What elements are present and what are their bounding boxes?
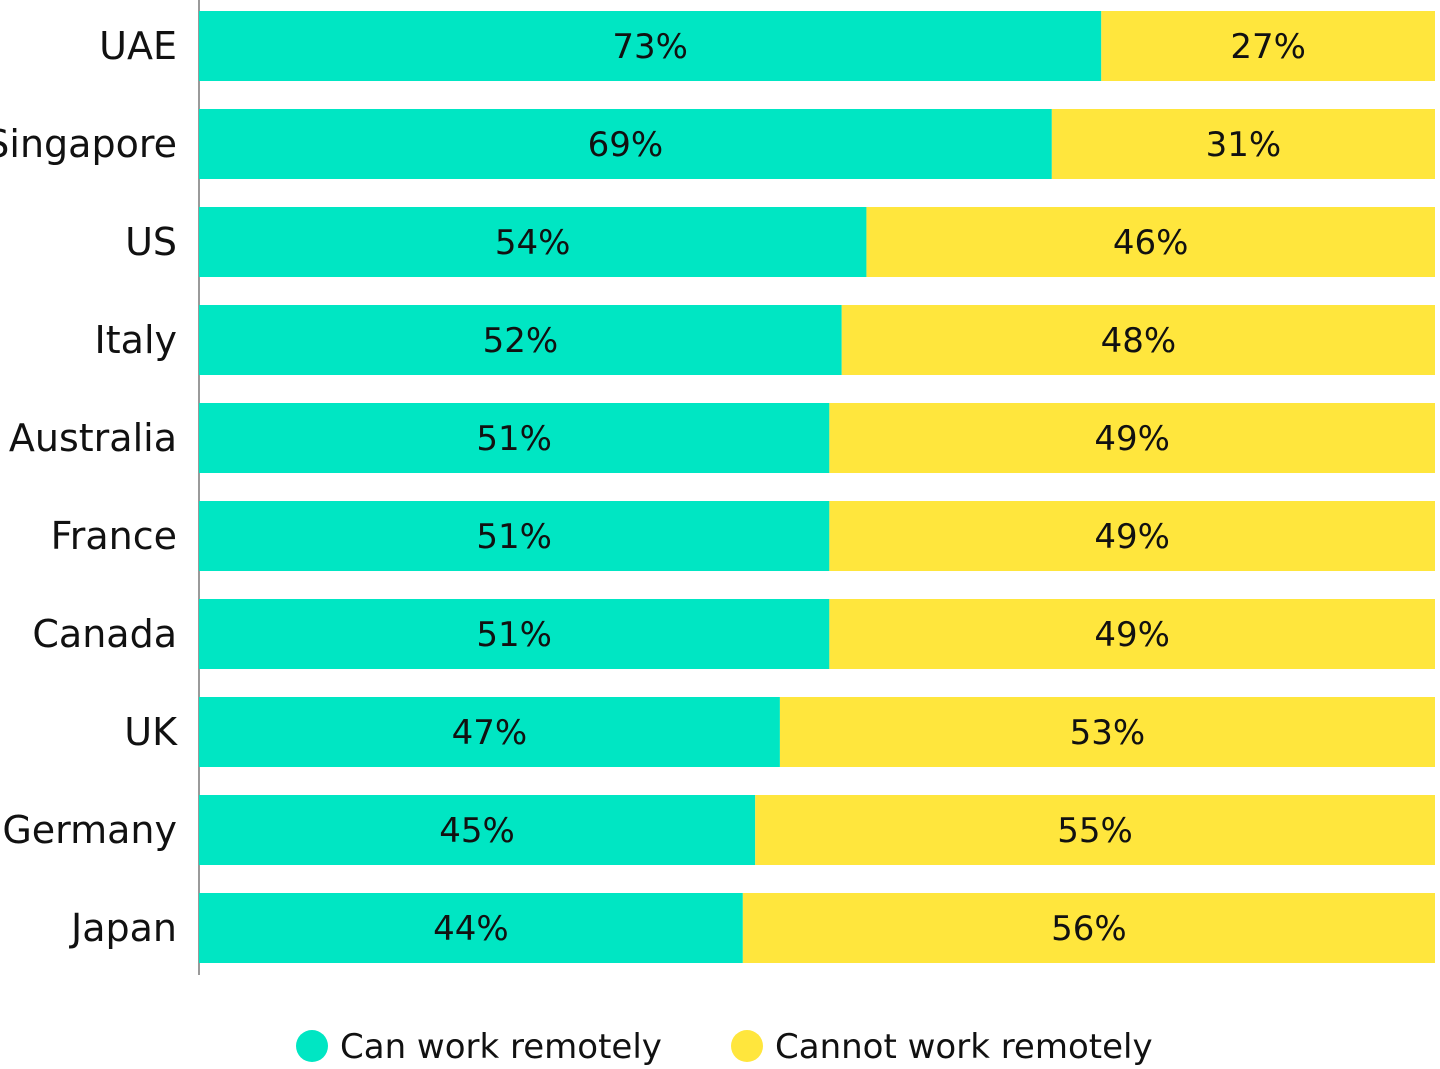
category-label-germany: Germany — [2, 808, 177, 852]
bar-italy-can-work-remotely — [199, 305, 842, 375]
bar-germany-can-work-remotely — [199, 795, 756, 865]
data-label-italy-can-work-remotely: 52% — [483, 321, 559, 361]
legend-swatch-can-work-remotely — [296, 1030, 328, 1062]
category-label-us: US — [125, 220, 177, 264]
bar-uk-can-work-remotely — [199, 697, 780, 767]
bar-japan-cannot-work-remotely — [742, 893, 1435, 963]
category-label-canada: Canada — [32, 612, 177, 656]
bar-uk-cannot-work-remotely — [779, 697, 1435, 767]
bar-us-can-work-remotely — [199, 207, 867, 277]
data-label-italy-cannot-work-remotely: 48% — [1101, 321, 1177, 361]
data-label-singapore-can-work-remotely: 69% — [588, 125, 664, 165]
bar-france-can-work-remotely — [199, 501, 830, 571]
data-label-germany-can-work-remotely: 45% — [439, 811, 515, 851]
bar-italy-cannot-work-remotely — [841, 305, 1435, 375]
bar-japan-can-work-remotely — [199, 893, 743, 963]
data-label-australia-can-work-remotely: 51% — [476, 419, 552, 459]
data-label-canada-cannot-work-remotely: 49% — [1094, 615, 1170, 655]
category-label-australia: Australia — [9, 416, 177, 460]
data-label-japan-cannot-work-remotely: 56% — [1051, 909, 1127, 949]
data-label-uae-can-work-remotely: 73% — [612, 27, 688, 67]
data-label-france-cannot-work-remotely: 49% — [1094, 517, 1170, 557]
bar-uae-cannot-work-remotely — [1101, 11, 1435, 81]
legend: Can work remotely Cannot work remotely — [296, 1027, 1153, 1067]
data-label-canada-can-work-remotely: 51% — [476, 615, 552, 655]
bar-canada-can-work-remotely — [199, 599, 830, 669]
data-label-japan-can-work-remotely: 44% — [433, 909, 509, 949]
bar-australia-cannot-work-remotely — [829, 403, 1435, 473]
category-label-singapore: Singapore — [0, 122, 177, 166]
category-label-uk: UK — [124, 710, 178, 754]
bar-singapore-cannot-work-remotely — [1051, 109, 1435, 179]
bar-singapore-can-work-remotely — [199, 109, 1052, 179]
legend-label-can-work-remotely: Can work remotely — [340, 1027, 662, 1067]
bar-canada-cannot-work-remotely — [829, 599, 1435, 669]
data-label-uk-cannot-work-remotely: 53% — [1070, 713, 1146, 753]
bar-australia-can-work-remotely — [199, 403, 830, 473]
legend-label-cannot-work-remotely: Cannot work remotely — [775, 1027, 1153, 1067]
data-label-australia-cannot-work-remotely: 49% — [1094, 419, 1170, 459]
bar-uae-can-work-remotely — [199, 11, 1102, 81]
category-label-france: France — [51, 514, 177, 558]
category-label-italy: Italy — [95, 318, 177, 362]
bar-germany-cannot-work-remotely — [755, 795, 1435, 865]
data-label-us-cannot-work-remotely: 46% — [1113, 223, 1189, 263]
bars: UAE 73% 27% Singapore 69% 31% US 54% 46% Italy 52%… — [0, 11, 1435, 963]
legend-item-can-work-remotely: Can work remotely — [296, 1027, 662, 1067]
legend-item-cannot-work-remotely: Cannot work remotely — [731, 1027, 1153, 1067]
data-label-uk-can-work-remotely: 47% — [452, 713, 528, 753]
data-label-us-can-work-remotely: 54% — [495, 223, 571, 263]
data-label-singapore-cannot-work-remotely: 31% — [1206, 125, 1282, 165]
bar-france-cannot-work-remotely — [829, 501, 1435, 571]
data-label-france-can-work-remotely: 51% — [476, 517, 552, 557]
bar-us-cannot-work-remotely — [866, 207, 1435, 277]
category-label-japan: Japan — [69, 906, 177, 950]
data-label-uae-cannot-work-remotely: 27% — [1230, 27, 1306, 67]
data-label-germany-cannot-work-remotely: 55% — [1057, 811, 1133, 851]
category-label-uae: UAE — [99, 24, 177, 68]
legend-swatch-cannot-work-remotely — [731, 1030, 763, 1062]
